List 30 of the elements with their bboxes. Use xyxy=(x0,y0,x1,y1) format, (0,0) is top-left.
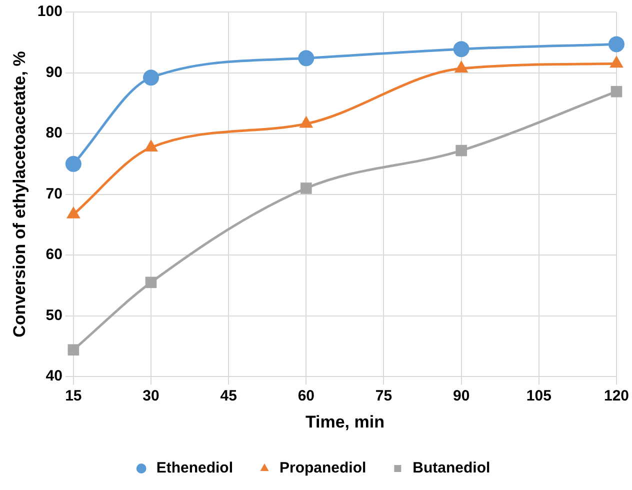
point xyxy=(298,50,314,66)
point xyxy=(453,41,470,58)
point xyxy=(65,156,82,172)
x-tick-label: 30 xyxy=(142,388,160,405)
x-tick-label: 120 xyxy=(604,388,629,405)
y-tick-label: 60 xyxy=(46,246,62,264)
x-tick-label: 90 xyxy=(452,388,470,405)
x-tick-label: 105 xyxy=(526,388,552,405)
y-tick-label: 50 xyxy=(46,306,62,324)
point xyxy=(145,276,157,288)
y-tick-label: 70 xyxy=(46,185,62,202)
legend-label: Ethenediol xyxy=(156,460,233,477)
y-tick-label: 90 xyxy=(46,64,62,81)
y-axis-title: Conversion of ethylacetoacetate, % xyxy=(10,51,29,338)
y-tick-label: 100 xyxy=(37,3,62,20)
x-tick-label: 60 xyxy=(298,388,315,405)
point xyxy=(68,344,80,356)
y-tick-label: 40 xyxy=(46,368,62,385)
point xyxy=(456,144,467,156)
point xyxy=(143,70,160,86)
x-axis-title: Time, min xyxy=(305,412,384,432)
point xyxy=(610,86,622,98)
legend-label: Butanediol xyxy=(412,460,490,477)
point xyxy=(608,36,624,52)
x-tick-label: 45 xyxy=(220,388,237,405)
point xyxy=(300,182,312,194)
x-tick-label: 15 xyxy=(65,388,82,405)
y-tick-label: 80 xyxy=(46,124,62,142)
legend-label: Propanediol xyxy=(280,460,366,477)
x-tick-label: 75 xyxy=(375,388,392,405)
